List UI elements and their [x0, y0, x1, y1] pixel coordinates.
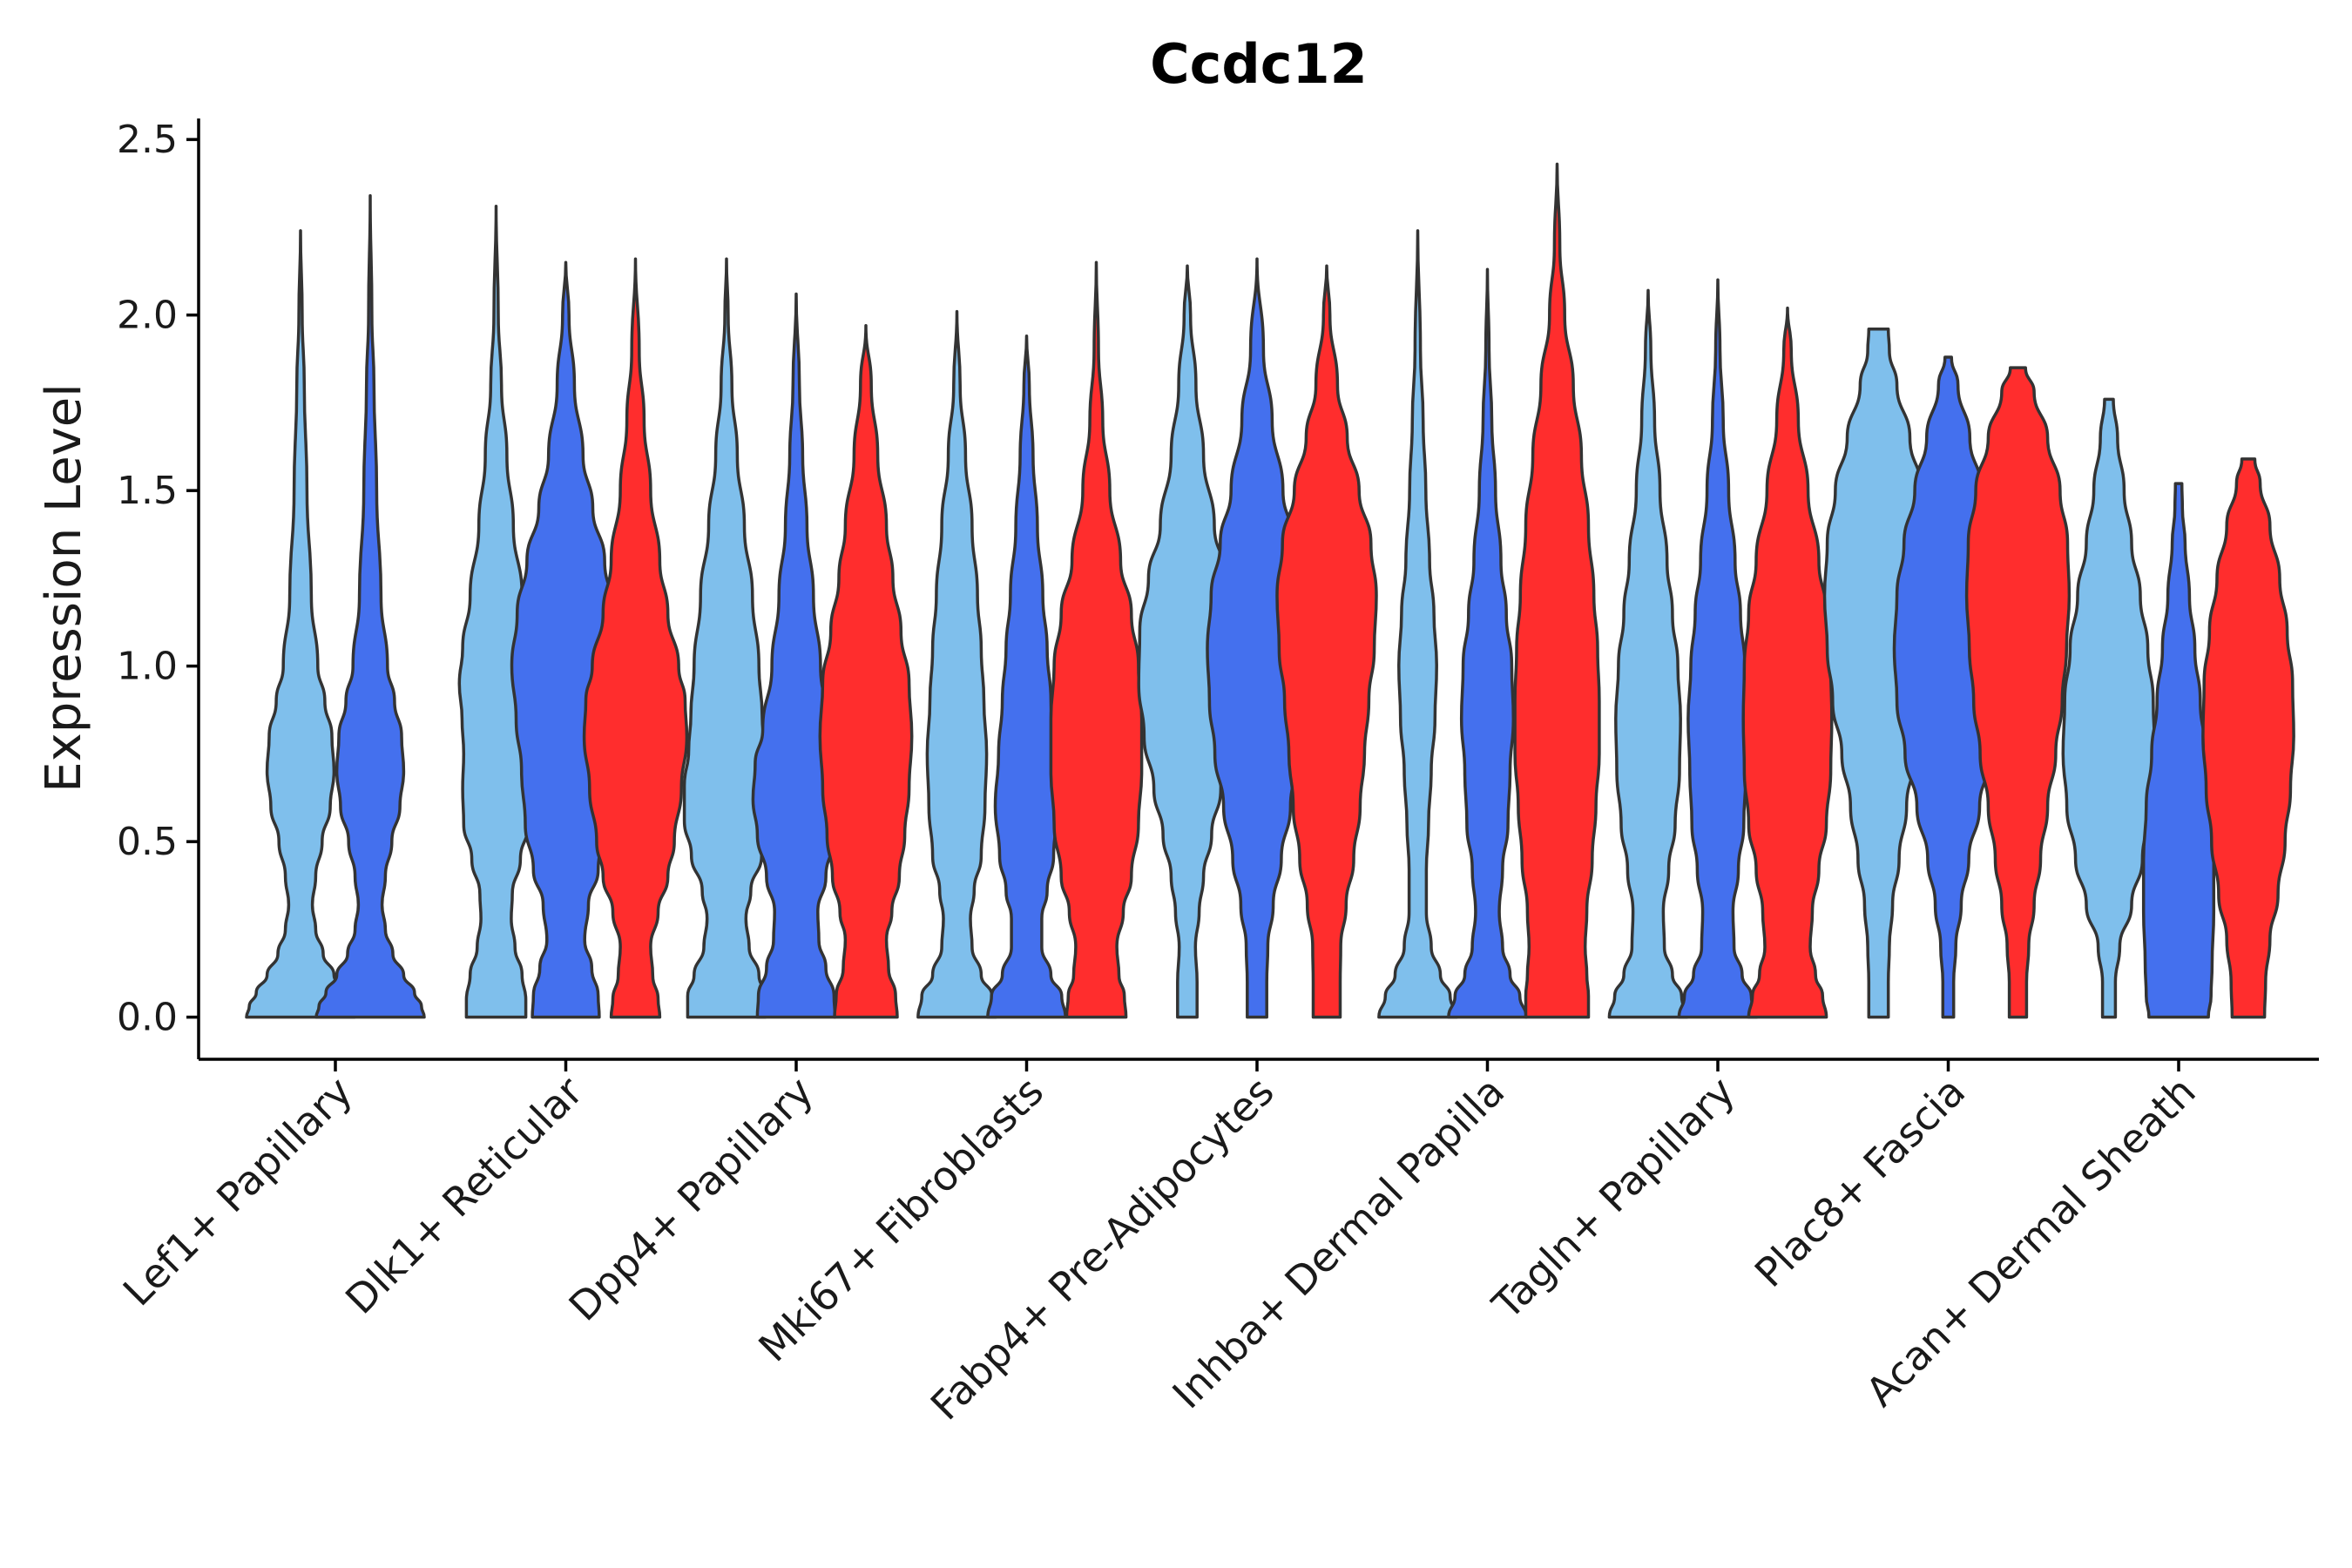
y-tick-label: 1.0 [117, 645, 178, 689]
violin-7-3 [1741, 306, 1834, 1019]
violin-1-1 [245, 229, 356, 1019]
violin-8-3 [1964, 366, 2072, 1019]
violin-5-3 [1275, 264, 1378, 1019]
violin-7-2 [1677, 278, 1759, 1019]
x-tick-label: Plac8+ Fascia [1746, 1068, 1974, 1296]
violin-5-2 [1206, 257, 1308, 1019]
violin-6-2 [1447, 267, 1528, 1019]
x-tick-label: Dpp4+ Papillary [560, 1068, 822, 1330]
y-tick-label: 0.0 [117, 996, 178, 1040]
y-tick-label: 1.5 [117, 469, 178, 513]
violin-3-3 [818, 323, 914, 1019]
x-tick-label: Tagln+ Papillary [1483, 1068, 1744, 1329]
chart-title: Ccdc12 [1150, 32, 1368, 96]
y-tick-label: 2.0 [117, 294, 178, 338]
violin-6-3 [1513, 162, 1601, 1019]
violin-4-2 [986, 335, 1067, 1019]
violin-layer [245, 162, 2295, 1019]
violin-4-3 [1049, 260, 1144, 1019]
violin-7-1 [1607, 288, 1689, 1019]
y-tick-label: 2.5 [117, 118, 178, 162]
violin-3-1 [682, 257, 771, 1019]
y-tick-label: 0.5 [117, 820, 178, 864]
violin-5-1 [1137, 264, 1238, 1019]
violin-9-3 [2201, 457, 2295, 1019]
y-axis-ticks: 0.0 0.5 1.0 1.5 2.0 2.5 [117, 118, 199, 1040]
violin-2-3 [582, 257, 689, 1019]
axes [197, 118, 2319, 1061]
violin-1-2 [314, 193, 426, 1019]
violin-4-1 [916, 309, 997, 1019]
y-axis-label: Expression Level [36, 383, 92, 793]
violin-6-1 [1377, 229, 1458, 1019]
x-tick-label: Dlk1+ Reticular [336, 1068, 591, 1323]
violin-2-1 [457, 204, 535, 1019]
x-tick-label: Lef1+ Papillary [114, 1068, 362, 1315]
violin-8-1 [1822, 328, 1935, 1019]
violin-9-1 [2061, 397, 2157, 1019]
